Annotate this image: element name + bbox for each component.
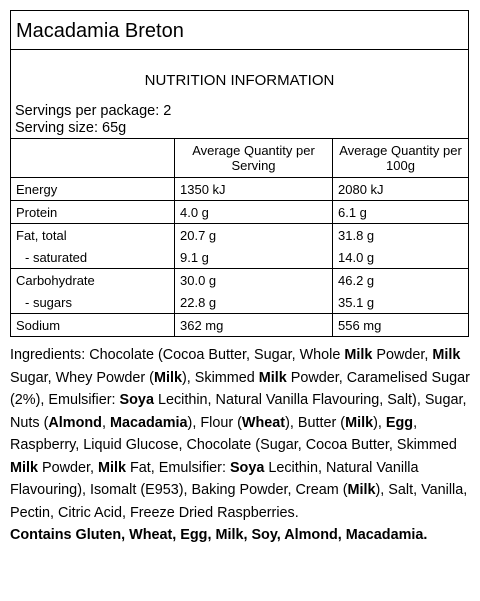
allergen-ingredient: Milk bbox=[432, 347, 461, 363]
ingredient-text: ), Flour ( bbox=[187, 414, 242, 431]
nutrient-row: Fat, total 20.7 g 31.8 g bbox=[11, 223, 468, 246]
allergen-ingredient: Wheat bbox=[241, 414, 286, 431]
allergen-ingredient: Milk bbox=[258, 369, 287, 386]
header-cell bbox=[11, 139, 175, 178]
ingredient-text: Lecithin, Natural Vanilla Flavouring), I… bbox=[10, 459, 423, 499]
allergen-ingredient: Macadamia bbox=[109, 414, 188, 431]
header-cell: Average Quantity per 100g bbox=[332, 139, 468, 178]
nutrient-value: 4.0 g bbox=[174, 200, 333, 224]
ingredient-text: Ingredients: Chocolate (Cocoa Butter, Su… bbox=[10, 347, 345, 363]
ingredient-text: Fat, Emulsifier: bbox=[126, 459, 230, 476]
ingredient-text: Powder, bbox=[372, 347, 433, 363]
allergen-ingredient: Milk bbox=[98, 459, 126, 476]
allergens: Contains Gluten, Wheat, Egg, Milk, Soy, … bbox=[10, 527, 428, 543]
allergen-ingredient: Milk bbox=[10, 459, 38, 476]
product-title: Macadamia Breton bbox=[11, 11, 468, 50]
nutrient-row: Protein 4.0 g 6.1 g bbox=[11, 200, 468, 224]
nutrient-name: Carbohydrate bbox=[11, 268, 175, 291]
nutrient-value: 31.8 g bbox=[332, 223, 468, 246]
nutrient-value: 556 mg bbox=[332, 313, 468, 336]
nutrient-name: Sodium bbox=[11, 313, 175, 336]
ingredient-text: Sugar, Whey Powder ( bbox=[10, 347, 465, 386]
nutrient-value: 1350 kJ bbox=[174, 177, 333, 201]
nutrient-value: 46.2 g bbox=[332, 268, 468, 291]
nutrient-row: - saturated 9.1 g 14.0 g bbox=[11, 246, 468, 269]
nutrient-name: Fat, total bbox=[11, 223, 175, 246]
nutrient-row: Sodium 362 mg 556 mg bbox=[11, 313, 468, 336]
ingredient-text: ), Salt, Vanilla, Pectin, Citric Acid, F… bbox=[10, 482, 472, 521]
ingredient-text: , bbox=[101, 414, 110, 431]
nutrient-row: Carbohydrate 30.0 g 46.2 g bbox=[11, 268, 468, 291]
nutrition-heading: NUTRITION INFORMATION bbox=[144, 72, 335, 89]
allergen-ingredient: Soya bbox=[119, 392, 154, 408]
ingredient-text: Powder, Caramelised Sugar (2%), Emulsifi… bbox=[10, 369, 474, 409]
serving-size: Serving size: 65g bbox=[15, 120, 127, 136]
allergen-ingredient: Egg bbox=[385, 414, 414, 431]
nutrient-value: 9.1 g bbox=[174, 246, 333, 269]
nutrient-value: 20.7 g bbox=[174, 223, 333, 246]
header-cell: Average Quantity per Serving bbox=[174, 139, 333, 178]
ingredient-text: ), bbox=[373, 414, 386, 431]
nutrient-row: Energy 1350 kJ 2080 kJ bbox=[11, 177, 468, 201]
ingredient-text: Powder, bbox=[38, 459, 98, 476]
allergen-ingredient: Almond bbox=[48, 414, 102, 431]
allergen-ingredient: Milk bbox=[344, 347, 373, 363]
nutrient-value: 30.0 g bbox=[174, 268, 333, 291]
ingredients: Ingredients: Chocolate (Cocoa Butter, Su… bbox=[10, 344, 472, 524]
nutrient-value: 35.1 g bbox=[332, 291, 468, 314]
nutrient-value: 2080 kJ bbox=[332, 177, 468, 201]
nutrient-name: - saturated bbox=[11, 246, 175, 269]
ingredient-text: Lecithin, Natural Vanilla Flavouring, Sa… bbox=[10, 392, 471, 431]
allergen-ingredient: Milk bbox=[347, 482, 376, 498]
ingredient-text: ), Skimmed bbox=[181, 369, 259, 386]
nutrient-row: - sugars 22.8 g 35.1 g bbox=[11, 291, 468, 314]
nutrient-name: - sugars bbox=[11, 291, 175, 314]
nutrition-table: Average Quantity per Serving Average Quan… bbox=[11, 139, 468, 336]
ingredients-block: Ingredients: Chocolate (Cocoa Butter, Su… bbox=[10, 344, 472, 547]
allergen-ingredient: Milk bbox=[153, 369, 182, 386]
nutrition-info: NUTRITION INFORMATION Servings per packa… bbox=[11, 50, 468, 139]
nutrition-label: Macadamia Breton NUTRITION INFORMATION S… bbox=[10, 10, 469, 337]
nutrient-name: Protein bbox=[11, 200, 175, 224]
nutrient-value: 362 mg bbox=[174, 313, 333, 336]
nutrient-value: 22.8 g bbox=[174, 291, 333, 314]
ingredient-text: ), Butter ( bbox=[285, 414, 346, 431]
allergen-ingredient: Milk bbox=[345, 414, 374, 431]
ingredient-text: , Raspberry, Liquid Glucose, Chocolate (… bbox=[10, 414, 461, 454]
servings-per-package: Servings per package: 2 bbox=[15, 103, 172, 119]
nutrient-value: 6.1 g bbox=[332, 200, 468, 224]
nutrient-name: Energy bbox=[11, 177, 175, 201]
header-row: Average Quantity per Serving Average Quan… bbox=[11, 139, 468, 178]
allergen-ingredient: Soya bbox=[229, 459, 265, 476]
nutrient-value: 14.0 g bbox=[332, 246, 468, 269]
